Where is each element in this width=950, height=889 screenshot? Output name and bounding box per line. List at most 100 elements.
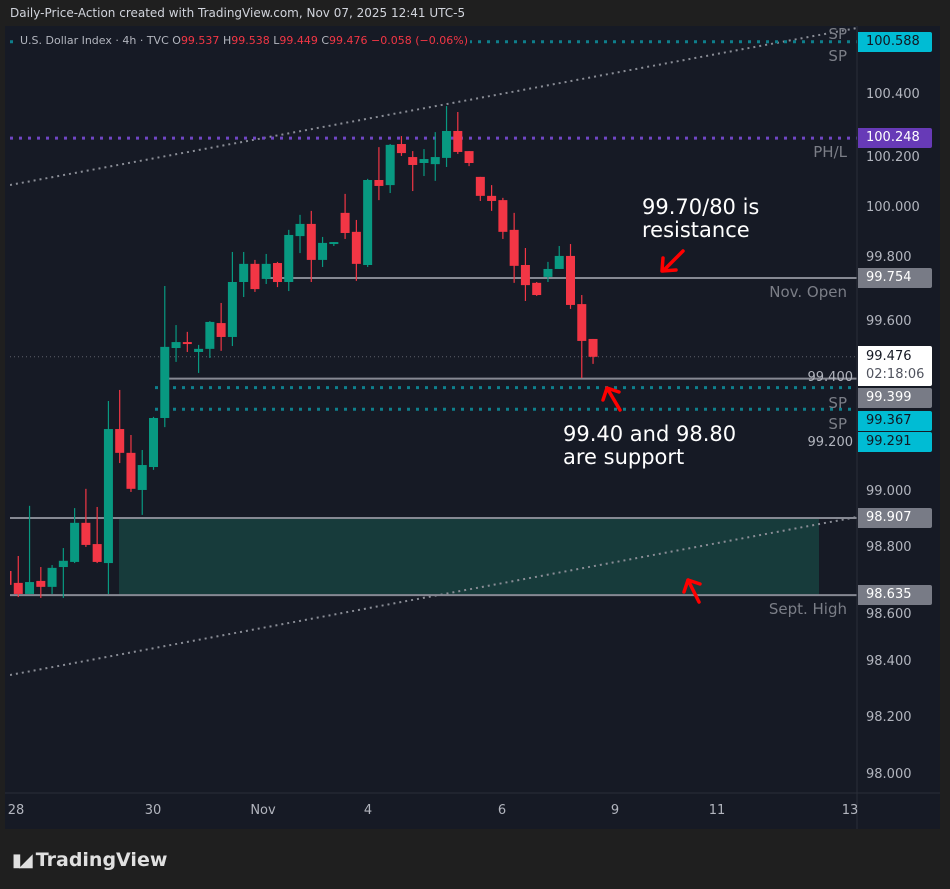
- resistance-note: 99.70/80 is resistance: [642, 196, 759, 242]
- resistance-note-line1: 99.70/80 is: [642, 195, 760, 219]
- candle: [329, 242, 339, 247]
- candle: [227, 251, 237, 347]
- candle-body: [58, 560, 68, 568]
- candle: [239, 251, 249, 298]
- candle: [115, 389, 125, 464]
- candle: [318, 236, 328, 267]
- candle-body: [442, 130, 452, 158]
- open-value: 99.537: [180, 34, 220, 47]
- candle-body: [250, 263, 260, 290]
- y-tick-label: 99.200: [807, 434, 854, 450]
- candle: [520, 247, 530, 301]
- annotation-arrow-icon: [682, 578, 702, 604]
- candle-body: [239, 263, 249, 282]
- candle: [216, 302, 226, 351]
- x-tick-label: Nov: [250, 803, 276, 818]
- support-note: 99.40 and 98.80 are support: [563, 423, 736, 469]
- price-tag-99.399: 99.399: [858, 388, 932, 408]
- candle-body: [36, 580, 46, 587]
- candle-body: [554, 255, 564, 269]
- candle-body: [194, 348, 204, 352]
- candle: [250, 259, 260, 292]
- y-tick-label: 100.000: [866, 200, 920, 216]
- candle-body: [115, 429, 125, 453]
- price-tag-100.588: 100.588: [858, 31, 932, 52]
- candle-body: [396, 144, 406, 154]
- price-tag-99.754: 99.754: [858, 268, 932, 289]
- price-tag-98.907: 98.907: [858, 508, 932, 528]
- candle-body: [475, 176, 485, 196]
- candle-body: [588, 338, 598, 357]
- candle: [475, 176, 485, 201]
- candle: [284, 229, 294, 292]
- candle: [554, 246, 564, 269]
- candle: [171, 325, 181, 362]
- level-label: Sept. High: [768, 600, 847, 619]
- x-tick-label: 9: [610, 803, 620, 818]
- close-label: C: [321, 34, 330, 47]
- candle-body: [92, 544, 102, 562]
- x-tick-label: 11: [708, 803, 726, 818]
- x-tick-label: 6: [497, 803, 507, 818]
- candle-body: [205, 321, 215, 349]
- candle: [532, 281, 542, 296]
- change-value: −0.058 (−0.06%): [371, 34, 468, 47]
- candle: [577, 295, 587, 379]
- candle: [126, 434, 136, 492]
- tradingview-logo-icon: ▮◢: [12, 849, 33, 871]
- candle: [543, 261, 553, 282]
- y-tick-label: 99.800: [866, 249, 912, 265]
- candle-body: [374, 179, 384, 186]
- candle-body: [25, 582, 35, 594]
- high-label: H: [222, 34, 232, 47]
- candle-body: [577, 304, 587, 341]
- candle-body: [419, 159, 429, 163]
- candle-body: [385, 144, 395, 186]
- y-tick-label: 98.200: [866, 710, 912, 726]
- price-tag-99.367: 99.367: [858, 411, 932, 431]
- candle: [453, 111, 463, 154]
- candle-body: [10, 570, 12, 585]
- last-price-value: 99.476: [866, 349, 912, 364]
- candle-body: [318, 242, 328, 260]
- x-tick-label: 28: [7, 803, 25, 818]
- candle-body: [306, 223, 316, 260]
- candle: [442, 106, 452, 167]
- tradingview-logo[interactable]: ▮◢ TradingView: [12, 849, 167, 871]
- candle-body: [543, 268, 553, 277]
- candle: [58, 548, 68, 598]
- candle-body: [464, 151, 474, 163]
- candle-body: [498, 200, 508, 232]
- candle-body: [13, 582, 23, 594]
- candle: [13, 555, 23, 598]
- logo-text: TradingView: [35, 849, 168, 871]
- high-value: 99.538: [231, 34, 270, 47]
- y-tick-label: 100.200: [866, 149, 920, 165]
- candle-body: [453, 130, 463, 152]
- candle: [306, 210, 316, 282]
- low-label: L: [273, 34, 280, 47]
- level-label: PH/L: [813, 143, 847, 162]
- candle: [509, 212, 519, 283]
- candle: [25, 505, 35, 594]
- level-label: SP: [828, 24, 847, 43]
- candle: [194, 344, 204, 373]
- candle-body: [351, 231, 361, 264]
- candle: [149, 416, 159, 470]
- candle-body: [430, 157, 440, 165]
- candle: [261, 253, 271, 284]
- candle: [182, 331, 192, 352]
- candle: [464, 151, 474, 167]
- symbol-name[interactable]: U.S. Dollar Index · 4h · TVC: [20, 34, 169, 47]
- candle-body: [532, 282, 542, 296]
- close-value: 99.476: [329, 34, 368, 47]
- candle: [487, 185, 497, 211]
- candle: [385, 144, 395, 194]
- y-tick-label: 99.600: [866, 313, 912, 329]
- candle-body: [227, 281, 237, 337]
- candle-body: [329, 242, 339, 245]
- candle: [137, 450, 147, 515]
- candle: [36, 567, 46, 598]
- candle: [205, 321, 215, 358]
